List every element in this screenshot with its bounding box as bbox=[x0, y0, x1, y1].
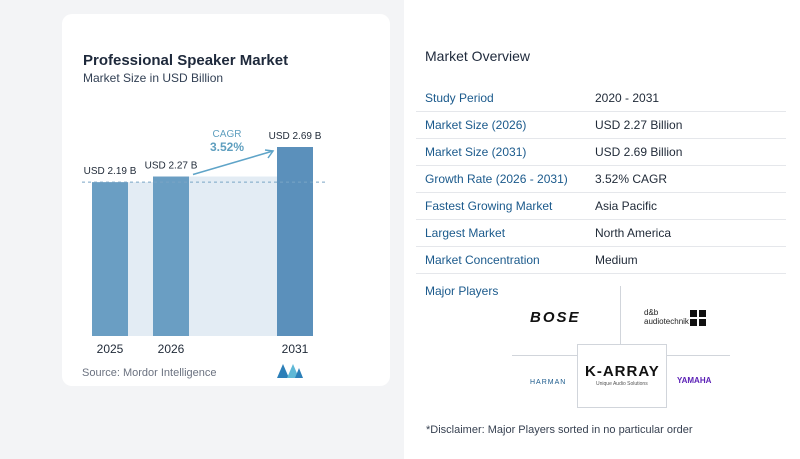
overview-row: Market Concentration Medium bbox=[416, 247, 786, 274]
overview-key: Fastest Growing Market bbox=[425, 199, 553, 213]
overview-key: Market Size (2026) bbox=[425, 118, 527, 132]
tick-label-2031: 2031 bbox=[282, 342, 309, 356]
overview-row: Fastest Growing Market Asia Pacific bbox=[416, 193, 786, 220]
overview-value: North America bbox=[595, 226, 672, 240]
karray-logo: K-ARRAY bbox=[585, 363, 660, 380]
bose-logo: BOSE bbox=[530, 309, 581, 326]
source-note: Source: Mordor Intelligence bbox=[82, 367, 217, 379]
tick-label-2026: 2026 bbox=[158, 342, 185, 356]
overview-key: Largest Market bbox=[425, 226, 506, 240]
overview-row: Study Period 2020 - 2031 bbox=[416, 85, 786, 112]
disclaimer-note: *Disclaimer: Major Players sorted in no … bbox=[426, 424, 693, 436]
bar-2031 bbox=[277, 147, 313, 336]
chart-title: Professional Speaker Market bbox=[83, 52, 289, 69]
overview-row: Market Size (2026) USD 2.27 Billion bbox=[416, 112, 786, 139]
data-label-2025: USD 2.19 B bbox=[84, 166, 137, 177]
overview-row: Growth Rate (2026 - 2031) 3.52% CAGR bbox=[416, 166, 786, 193]
db-logo-line2: audiotechnik bbox=[644, 317, 689, 326]
overview-value: USD 2.27 Billion bbox=[595, 118, 683, 132]
bar-2026 bbox=[153, 176, 189, 336]
overview-key: Market Concentration bbox=[425, 253, 540, 267]
growth-shade bbox=[128, 182, 153, 336]
overview-value: 2020 - 2031 bbox=[595, 91, 660, 105]
overview-value: Asia Pacific bbox=[595, 199, 658, 213]
db-square-icon bbox=[690, 310, 706, 326]
overview-key: Study Period bbox=[425, 91, 494, 105]
karray-tagline: Unique Audio Solutions bbox=[596, 381, 648, 387]
overview-value: USD 2.69 Billion bbox=[595, 145, 683, 159]
karray-logo-box bbox=[577, 344, 667, 408]
harman-logo: HARMAN bbox=[530, 379, 567, 386]
db-audiotechnik-logo: d&b audiotechnik bbox=[644, 308, 689, 326]
yamaha-logo: YAMAHA bbox=[677, 376, 712, 385]
cagr-label: CAGR bbox=[213, 129, 242, 140]
tick-label-2025: 2025 bbox=[97, 342, 124, 356]
players-divider bbox=[512, 355, 577, 356]
bar-2025 bbox=[92, 182, 128, 336]
growth-shade bbox=[189, 176, 277, 336]
chart-subtitle: Market Size in USD Billion bbox=[83, 71, 224, 85]
cagr-value: 3.52% bbox=[210, 140, 244, 154]
data-label-2031: USD 2.69 B bbox=[269, 131, 322, 142]
overview-key: Market Size (2031) bbox=[425, 145, 527, 159]
overview-row: Largest Market North America bbox=[416, 220, 786, 247]
mordor-logo-icon bbox=[277, 364, 303, 378]
players-divider bbox=[620, 286, 621, 344]
players-divider bbox=[665, 355, 730, 356]
cagr-arrow bbox=[192, 150, 274, 176]
overview-value: 3.52% CAGR bbox=[595, 172, 668, 186]
overview-row: Market Size (2031) USD 2.69 Billion bbox=[416, 139, 786, 166]
overview-value: Medium bbox=[595, 253, 638, 267]
major-players-title: Major Players bbox=[425, 284, 499, 298]
overview-table: Study Period 2020 - 2031 Market Size (20… bbox=[416, 85, 786, 274]
data-label-2026: USD 2.27 B bbox=[145, 161, 198, 172]
db-logo-line1: d&b bbox=[644, 308, 659, 317]
overview-key: Growth Rate (2026 - 2031) bbox=[425, 172, 568, 186]
overview-title: Market Overview bbox=[425, 48, 531, 64]
cagr-arrow-head bbox=[264, 149, 275, 159]
